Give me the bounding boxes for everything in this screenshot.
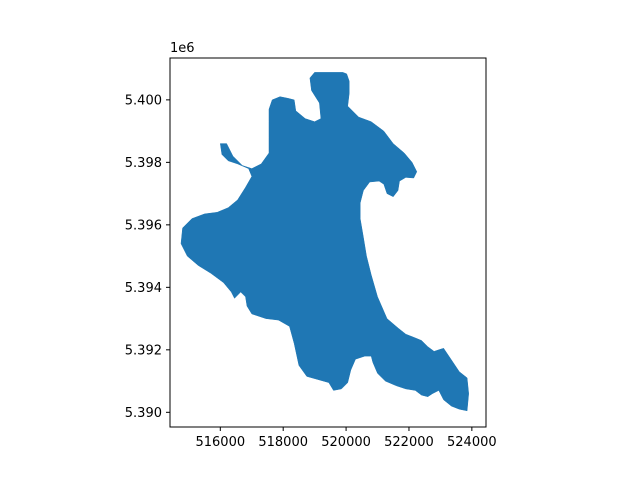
y-axis: 5.390 5.392 5.394 5.396 5.398 5.400 xyxy=(125,93,170,421)
y-tick-label-4: 5.398 xyxy=(125,156,162,171)
y-tick-label-3: 5.396 xyxy=(125,218,162,233)
axes-frame xyxy=(169,57,487,428)
x-tick-label-3: 522000 xyxy=(384,435,434,450)
x-tick-label-0: 516000 xyxy=(195,435,245,450)
y-tick-label-5: 5.400 xyxy=(125,93,162,108)
x-axis: 516000 518000 520000 522000 524000 xyxy=(195,427,497,450)
plot-area xyxy=(180,72,469,412)
map-polygon-0 xyxy=(180,72,469,412)
y-tick-label-0: 5.390 xyxy=(125,406,162,421)
y-offset-label: 1e6 xyxy=(170,41,195,56)
x-tick-label-2: 520000 xyxy=(321,435,371,450)
y-tick-label-1: 5.392 xyxy=(125,343,162,358)
y-tick-label-2: 5.394 xyxy=(125,281,162,296)
x-tick-label-4: 524000 xyxy=(447,435,497,450)
x-tick-label-1: 518000 xyxy=(258,435,308,450)
